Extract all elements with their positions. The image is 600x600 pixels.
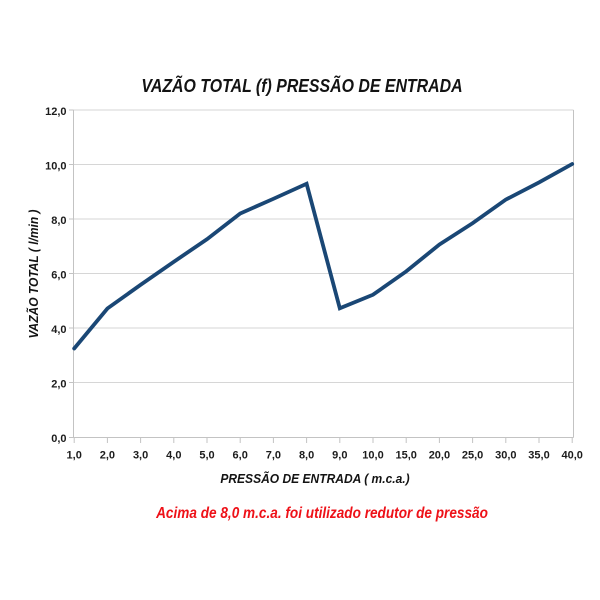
svg-text:6,0: 6,0 xyxy=(233,450,248,462)
svg-text:3,0: 3,0 xyxy=(133,450,148,462)
svg-text:2,0: 2,0 xyxy=(51,378,66,390)
svg-text:4,0: 4,0 xyxy=(166,450,181,462)
svg-text:12,0: 12,0 xyxy=(45,106,66,118)
svg-text:35,0: 35,0 xyxy=(528,450,549,462)
svg-text:0,0: 0,0 xyxy=(51,433,66,445)
svg-text:15,0: 15,0 xyxy=(395,450,416,462)
svg-text:1,0: 1,0 xyxy=(67,450,82,462)
svg-text:10,0: 10,0 xyxy=(45,160,66,172)
svg-text:8,0: 8,0 xyxy=(51,215,66,227)
svg-text:40,0: 40,0 xyxy=(561,450,582,462)
svg-text:5,0: 5,0 xyxy=(199,450,214,462)
svg-text:7,0: 7,0 xyxy=(266,450,281,462)
svg-text:30,0: 30,0 xyxy=(495,450,516,462)
svg-text:9,0: 9,0 xyxy=(332,450,347,462)
svg-text:10,0: 10,0 xyxy=(362,450,383,462)
svg-text:8,0: 8,0 xyxy=(299,450,314,462)
svg-text:4,0: 4,0 xyxy=(51,324,66,336)
svg-text:2,0: 2,0 xyxy=(100,450,115,462)
svg-text:25,0: 25,0 xyxy=(462,450,483,462)
svg-text:20,0: 20,0 xyxy=(429,450,450,462)
svg-text:6,0: 6,0 xyxy=(51,269,66,281)
